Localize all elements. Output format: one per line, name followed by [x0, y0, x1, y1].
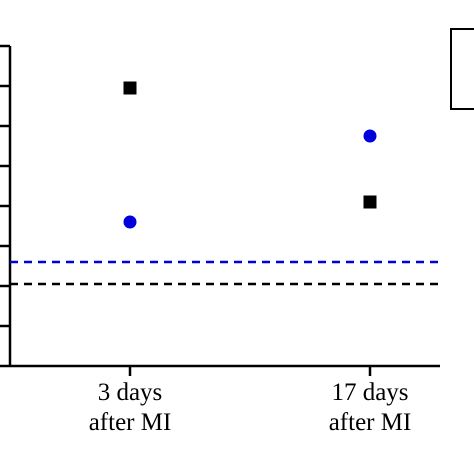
x-tick-labels: 3 days after MI 17 days after MI [89, 379, 412, 436]
reference-lines [10, 260, 440, 286]
circle-point-2 [363, 129, 377, 143]
x-tick-label: 17 days [331, 379, 408, 406]
data-points [123, 81, 377, 229]
circle-point-1 [123, 215, 137, 229]
legend-box [450, 28, 474, 110]
x-tick-label: 3 days [98, 379, 163, 406]
x-tick-label: after MI [89, 409, 172, 436]
square-point-1 [123, 81, 137, 95]
chart-axes [0, 44, 440, 376]
x-tick-label: after MI [329, 409, 412, 436]
square-point-2 [363, 195, 377, 209]
